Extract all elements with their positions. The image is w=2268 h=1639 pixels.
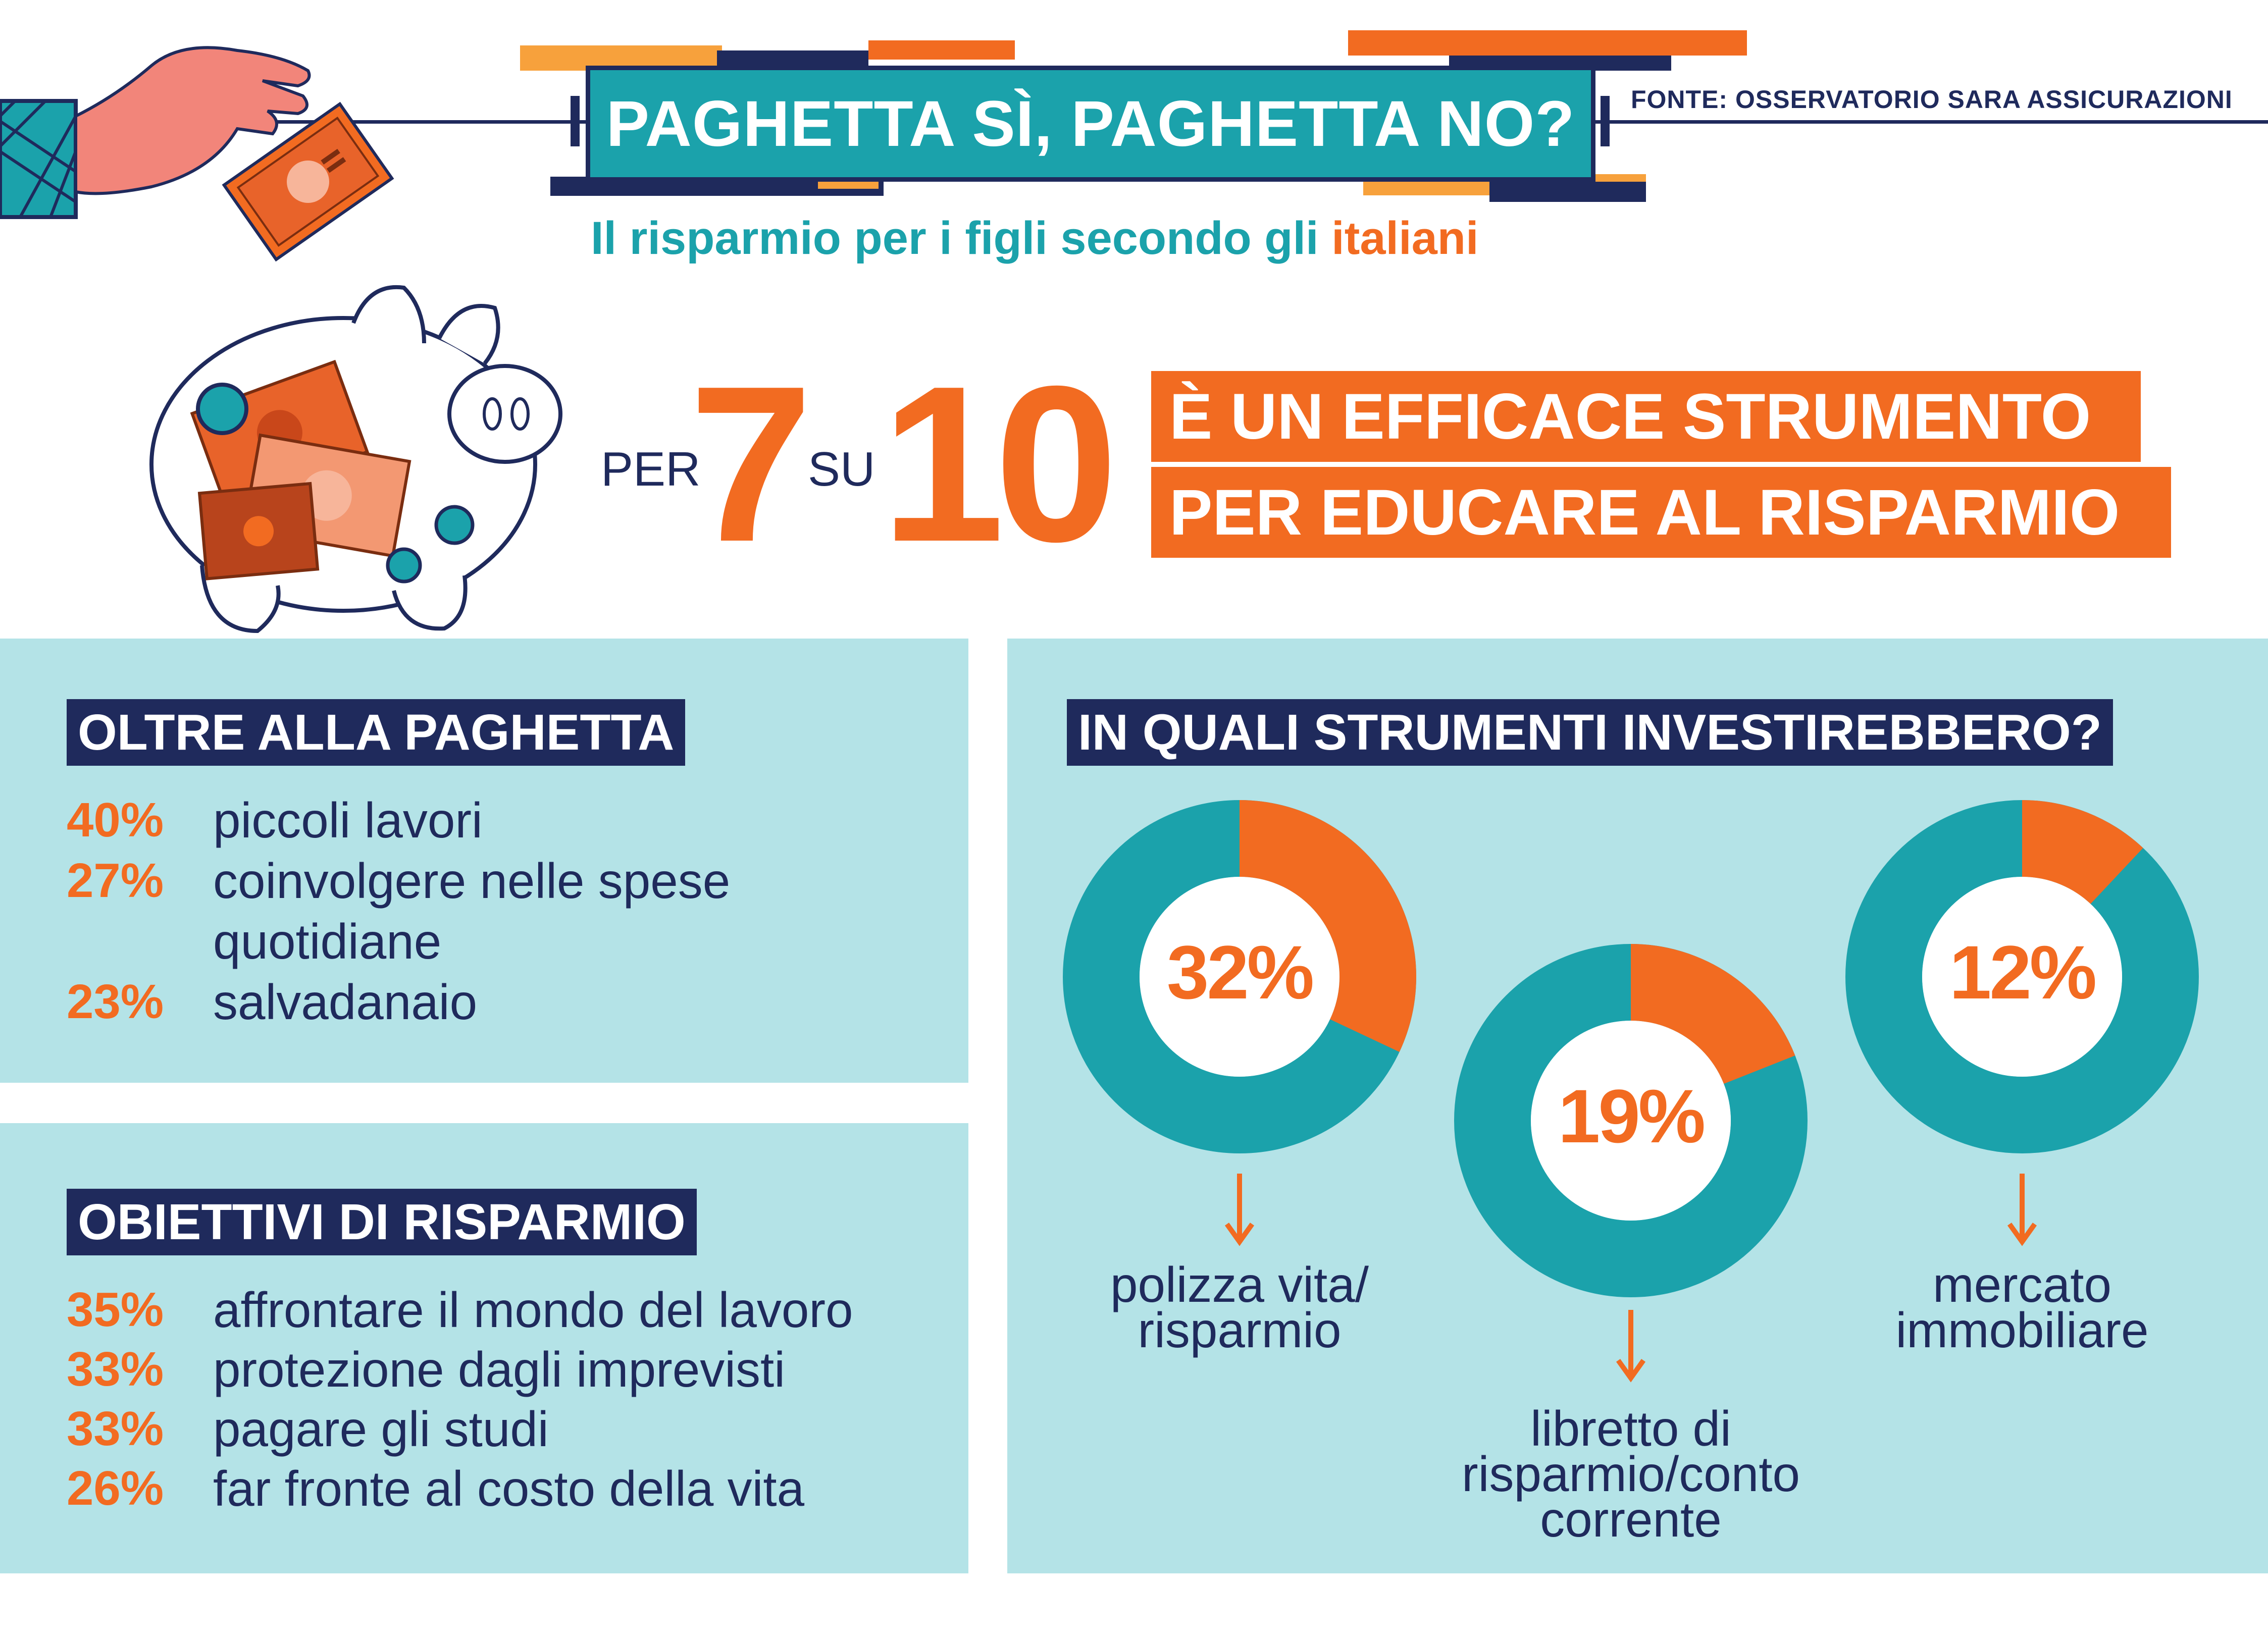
panel-obiettivi-heading: OBIETTIVI DI RISPARMIO	[67, 1189, 697, 1255]
list-item: 27% coinvolgere nelle spese quotidiane	[67, 851, 819, 972]
hand-banknote-illustration	[0, 46, 394, 262]
list-item: 26% far fronte al costo della vita	[67, 1458, 970, 1519]
item-pct: 33%	[67, 1342, 164, 1396]
arrow-down-icon	[1616, 1310, 1646, 1383]
arrow-down-icon	[1224, 1174, 1255, 1246]
decor-bar	[868, 40, 1015, 60]
decor-bar	[717, 50, 868, 66]
item-pct: 40%	[67, 793, 164, 847]
arrow-down-icon	[2007, 1174, 2037, 1246]
item-label: pagare gli studi	[213, 1401, 549, 1457]
item-label: coinvolgere nelle spese quotidiane	[213, 853, 731, 969]
item-label: salvadanaio	[213, 974, 478, 1030]
decor-bar	[1348, 30, 1747, 56]
donut-value-label: 19%	[1558, 1074, 1706, 1158]
panel-strumenti-heading: IN QUALI STRUMENTI INVESTIREBBERO?	[1067, 699, 2113, 766]
donut-hole	[1531, 1021, 1731, 1221]
stat-line-2: PER EDUCARE AL RISPARMIO	[1151, 467, 2171, 558]
item-pct: 27%	[67, 854, 164, 908]
stat-num-seven: 7	[689, 340, 813, 588]
donut-hole	[1922, 877, 2122, 1077]
item-pct: 23%	[67, 975, 164, 1029]
source-note: FONTE: OSSERVATORIO SARA ASSICURAZIONI	[1631, 85, 2233, 114]
stat-num-ten: 10	[881, 340, 1118, 588]
stat-su: SU	[808, 442, 875, 496]
donut-value-label: 12%	[1949, 930, 2097, 1015]
label-line: corrente	[1540, 1492, 1722, 1547]
donut-value-label: 32%	[1166, 930, 1314, 1015]
label-line: polizza vita/	[1110, 1257, 1369, 1312]
subtitle-text: Il risparmio per i figli secondo gli	[591, 213, 1332, 264]
label-line: immobiliare	[1895, 1302, 2149, 1358]
subtitle: Il risparmio per i figli secondo gli ita…	[591, 212, 1479, 265]
item-pct: 33%	[67, 1402, 164, 1456]
panel-obiettivi: OBIETTIVI DI RISPARMIO 35% affrontare il…	[0, 1123, 968, 1573]
list-item: 35% affrontare il mondo del lavoro	[67, 1280, 970, 1340]
item-label: affrontare il mondo del lavoro	[213, 1282, 853, 1338]
stat-line-1: È UN EFFICACE STRUMENTO	[1151, 371, 2141, 462]
list-item: 23% salvadanaio	[67, 972, 970, 1032]
subtitle-highlight: italiani	[1331, 213, 1479, 264]
item-pct: 26%	[67, 1461, 164, 1515]
decor-bar	[1489, 182, 1646, 202]
panel-oltre: OLTRE ALLA PAGHETTA 40% piccoli lavori 2…	[0, 639, 968, 1083]
donut-hole	[1140, 877, 1339, 1077]
label-line: mercato	[1932, 1257, 2111, 1312]
item-label: far fronte al costo della vita	[213, 1461, 805, 1516]
list-item: 33% protezione dagli imprevisti	[67, 1339, 970, 1400]
label-line: risparmio/conto	[1462, 1446, 1800, 1502]
piggy-bank-illustration	[149, 285, 562, 633]
list-item: 33% pagare gli studi	[67, 1399, 970, 1459]
item-pct: 35%	[67, 1283, 164, 1337]
list-item: 40% piccoli lavori	[67, 790, 970, 851]
donut-category-label: polizza vita/ risparmio	[1012, 1257, 1467, 1358]
header-rule	[1595, 120, 2268, 124]
donut-category-label: libretto di risparmio/conto corrente	[1404, 1401, 1858, 1547]
donut-category-label: mercato immobiliare	[1795, 1257, 2249, 1358]
donut-slice	[1631, 944, 1795, 1084]
donut-slice	[2022, 800, 2143, 904]
label-line: risparmio	[1138, 1302, 1342, 1358]
stat-per: PER	[601, 442, 701, 496]
label-line: libretto di	[1530, 1401, 1731, 1456]
item-label: piccoli lavori	[213, 792, 483, 848]
panel-oltre-heading: OLTRE ALLA PAGHETTA	[67, 699, 686, 766]
donut-slice	[1240, 800, 1416, 1052]
title-box: PAGHETTA SÌ, PAGHETTA NO?	[586, 66, 1595, 182]
item-label: protezione dagli imprevisti	[213, 1342, 785, 1397]
page-title: PAGHETTA SÌ, PAGHETTA NO?	[606, 87, 1575, 160]
